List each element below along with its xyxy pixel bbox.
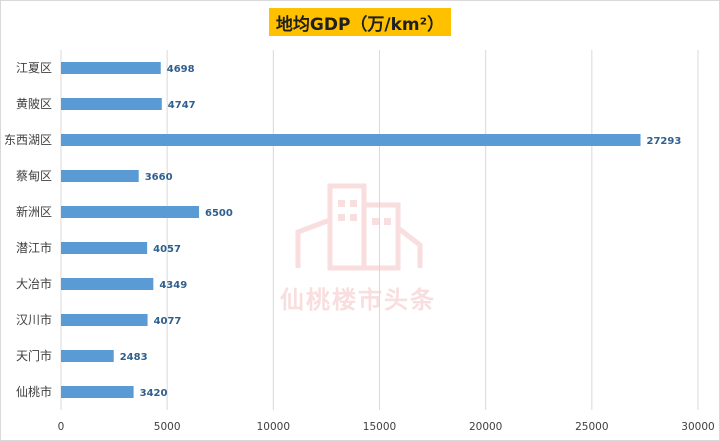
x-tick-label-15000: 15000 [363,421,396,433]
bar-3 [61,170,139,182]
watermark-text: 仙桃楼市头条 [280,286,436,314]
data-label-2: 27293 [647,136,682,147]
data-label-9: 3420 [140,388,168,399]
y-category-label-3: 蔡甸区 [16,169,52,183]
bar-1 [61,98,162,110]
data-label-0: 4698 [167,64,195,75]
x-tick-label-10000: 10000 [257,421,290,433]
x-tick-label-25000: 25000 [575,421,608,433]
bar-9 [61,386,134,398]
y-category-label-1: 黄陂区 [16,96,52,111]
chart-title: 地均GDP（万/km²） [275,14,445,35]
y-category-label-2: 东西湖区 [4,132,52,147]
data-label-5: 4057 [153,244,181,255]
x-tick-label-30000: 30000 [681,421,714,433]
bar-8 [61,350,114,362]
data-label-3: 3660 [145,172,173,183]
data-label-8: 2483 [120,352,148,363]
bar-6 [61,278,154,290]
y-category-label-6: 大冶市 [16,276,52,291]
y-category-label-4: 新洲区 [16,204,52,219]
data-label-7: 4077 [154,316,182,327]
bar-5 [61,242,148,254]
chart-title-box: 地均GDP（万/km²） [269,8,451,36]
y-category-label-7: 汉川市 [16,312,52,327]
y-category-label-5: 潜江市 [16,240,52,255]
data-label-1: 4747 [168,100,196,111]
x-tick-label-20000: 20000 [469,421,502,433]
bar-0 [61,62,161,74]
y-category-label-9: 仙桃市 [16,384,52,399]
bar-2 [61,134,641,146]
bars [61,62,641,398]
x-tick-label-5000: 5000 [154,421,181,433]
y-category-label-8: 天门市 [16,348,52,363]
y-category-label-0: 江夏区 [16,61,52,75]
data-label-4: 6500 [205,208,233,219]
watermark-logo: 仙桃楼市头条 [280,183,436,314]
bar-7 [61,314,148,326]
data-label-6: 4349 [159,280,187,291]
x-axis-labels: 0 5000 10000 15000 20000 25000 30000 [58,421,715,433]
bar-4 [61,206,200,218]
data-labels: 4698 4747 27293 3660 6500 4057 4349 4077 2483 342… [120,64,682,399]
x-tick-label-0: 0 [58,421,65,433]
